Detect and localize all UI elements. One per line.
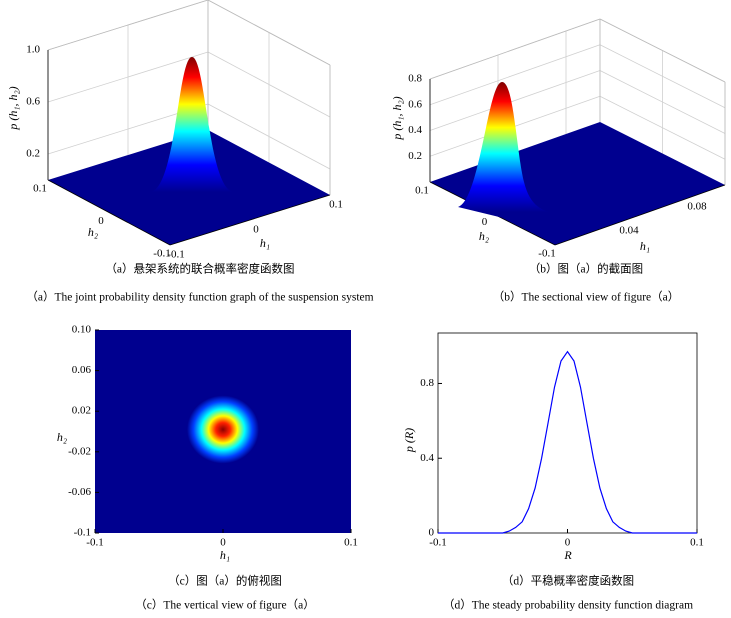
y-tick-label: 0	[429, 527, 435, 539]
y-tick-label: 0.1	[33, 183, 47, 195]
x-tick-label: 0	[220, 537, 226, 549]
caption-cn: （c）图（a）的俯视图	[168, 574, 282, 588]
z-tick-label: 0.6	[408, 98, 422, 110]
y-tick-label: -0.1	[74, 527, 91, 539]
box-edge	[599, 18, 726, 83]
z-grid-line	[429, 44, 601, 106]
z-tick-label: 0.2	[26, 148, 40, 160]
box-edge	[429, 18, 601, 80]
x-tick-label: 0.04	[619, 225, 639, 237]
box-edge	[47, 0, 209, 51]
y-axis-label: h₂	[88, 225, 98, 239]
caption-cn: （a）悬架系统的联合概率密度函数图	[105, 262, 294, 276]
caption-en: （a）The joint probability density functio…	[26, 291, 373, 304]
x-axis-label: h₁	[260, 236, 270, 250]
y-axis-label: h₂	[57, 430, 67, 444]
z-tick-label: 1.0	[26, 44, 40, 56]
z-tick-label: 0.4	[408, 124, 422, 136]
z-tick-label: 0.2	[408, 150, 422, 162]
caption-cn: （b）图（a）的截面图	[529, 262, 643, 276]
z-tick-label: 0.6	[26, 96, 40, 108]
y-tick-label: 0	[98, 215, 104, 227]
y-tick-label: -0.1	[538, 248, 555, 260]
y-axis-label: p (R)	[402, 428, 416, 453]
caption-cn: （d）平稳概率密度函数图	[502, 574, 634, 588]
y-tick-label: -0.06	[68, 486, 91, 498]
box-edge	[207, 0, 331, 66]
x-tick-label: -0.1	[167, 249, 184, 261]
surface-peak	[150, 57, 234, 192]
caption-en: （b）The sectional view of figure（a）	[493, 291, 680, 304]
heatmap-peak	[187, 395, 259, 464]
line-series	[438, 350, 697, 534]
x-tick-label: 0	[253, 224, 259, 236]
caption-en: （c）The vertical view of figure（a）	[135, 599, 314, 612]
y-tick-label: 0.4	[420, 452, 434, 464]
x-tick-label: 0.1	[690, 537, 704, 549]
y-tick-label: 0.06	[72, 364, 92, 376]
axis-line	[47, 179, 171, 246]
y-tick-label: 0.02	[72, 405, 91, 417]
x-tick-label: 0.08	[687, 201, 707, 213]
plots: 0.20.61.0-0.100.1-0.100.1p (h₁, h₂)h₁h₂0…	[6, 0, 726, 562]
y-tick-label: 0.10	[72, 324, 92, 336]
y-tick-label: -0.1	[153, 248, 170, 260]
y-tick-label: 0.8	[420, 377, 434, 389]
axis-line	[169, 194, 331, 246]
x-axis-label: R	[563, 548, 572, 562]
z-grid-line	[429, 70, 601, 131]
x-tick-label: 0.1	[344, 537, 358, 549]
z-axis-label: p (h₁, h₂)	[6, 86, 20, 130]
z-axis-label: p (h₁, h₂)	[390, 96, 404, 140]
surface-peaks	[150, 57, 560, 222]
caption-en: （d）The steady probability density functi…	[443, 599, 693, 612]
surface-section	[458, 82, 560, 222]
x-tick-label: -0.1	[429, 537, 446, 549]
x-axis-label: h₁	[220, 548, 230, 562]
x-tick-label: 0	[565, 537, 571, 549]
y-tick-label: 0	[482, 216, 488, 228]
x-tick-label: 0.1	[329, 199, 343, 211]
x-tick-label: -0.1	[86, 537, 103, 549]
z-tick-label: 0.8	[408, 73, 422, 85]
y-tick-label: 0.1	[415, 185, 429, 197]
axis-line	[554, 184, 726, 246]
y-axis-label: h₂	[479, 229, 489, 243]
y-tick-label: -0.02	[68, 445, 91, 457]
x-axis-label: h₁	[640, 239, 650, 253]
plot-frame	[437, 332, 698, 534]
